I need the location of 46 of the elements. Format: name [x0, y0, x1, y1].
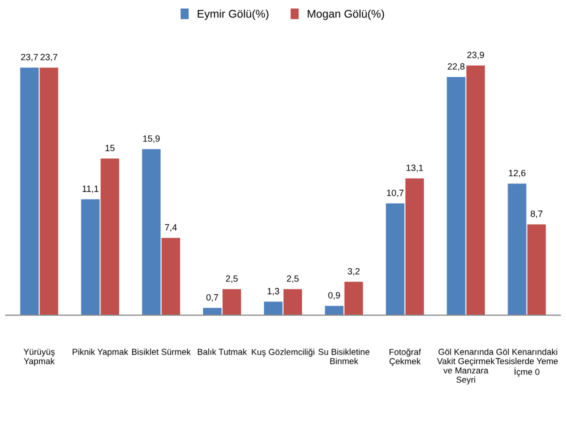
x-tick-label: Kuş Gözlemciliği: [252, 348, 314, 357]
bar: [446, 76, 466, 316]
data-label: 23,7: [21, 54, 38, 62]
bar: [81, 199, 100, 316]
data-label: 15: [106, 144, 115, 152]
bar: [386, 203, 404, 316]
bar: [20, 68, 39, 316]
data-label: 23,7: [40, 54, 58, 62]
bar: [162, 238, 180, 316]
bar: [100, 158, 120, 316]
data-label: 2,5: [286, 275, 299, 283]
x-tick-label: Balık Tutmak: [198, 348, 247, 355]
data-label: 7,4: [165, 224, 177, 232]
data-label: 22,8: [448, 63, 464, 71]
data-label: 13,1: [406, 164, 424, 172]
data-label: 0,9: [328, 292, 340, 300]
x-tick-label: Piknik Yapmak: [72, 348, 128, 357]
data-label: 15,9: [143, 135, 160, 143]
bar: [283, 289, 302, 316]
data-label: 1,3: [268, 288, 280, 296]
x-tick-label: Göl Kenarında Vakit Geçirmek ve Manzara Seyri: [437, 348, 495, 384]
data-label: 2,5: [226, 275, 238, 283]
x-tick-label: Yürüyüş Yapmak: [24, 348, 55, 366]
data-label: 3,2: [348, 268, 360, 276]
bar: [40, 68, 58, 316]
bar: [527, 224, 546, 316]
legend-label: Mogan Gölü(%): [308, 10, 384, 20]
bar: [466, 65, 485, 316]
x-tick-label: Bisiklet Sürmek: [132, 348, 191, 355]
data-label: 0,7: [206, 294, 218, 302]
bar: [324, 306, 344, 316]
legend-label: Eymir Gölü(%): [198, 10, 268, 20]
bar: [405, 178, 424, 316]
bar: [222, 289, 242, 316]
bar: [344, 282, 363, 316]
data-label: 12,6: [508, 170, 526, 178]
bar: [508, 184, 526, 316]
bar: [142, 149, 161, 316]
data-label: 11,1: [82, 186, 98, 193]
data-label: 8,7: [530, 210, 542, 218]
data-label: 23,9: [467, 52, 484, 60]
data-label: 10,7: [387, 190, 404, 198]
x-tick-label: Göl Kenarındaki Tesislerde Yeme İçme 0: [496, 348, 558, 377]
bar: [264, 302, 283, 316]
x-tick-label: Su Bisikletine Binmek: [318, 348, 370, 364]
x-tick-label: Fotoğraf Çekmek: [390, 348, 421, 366]
